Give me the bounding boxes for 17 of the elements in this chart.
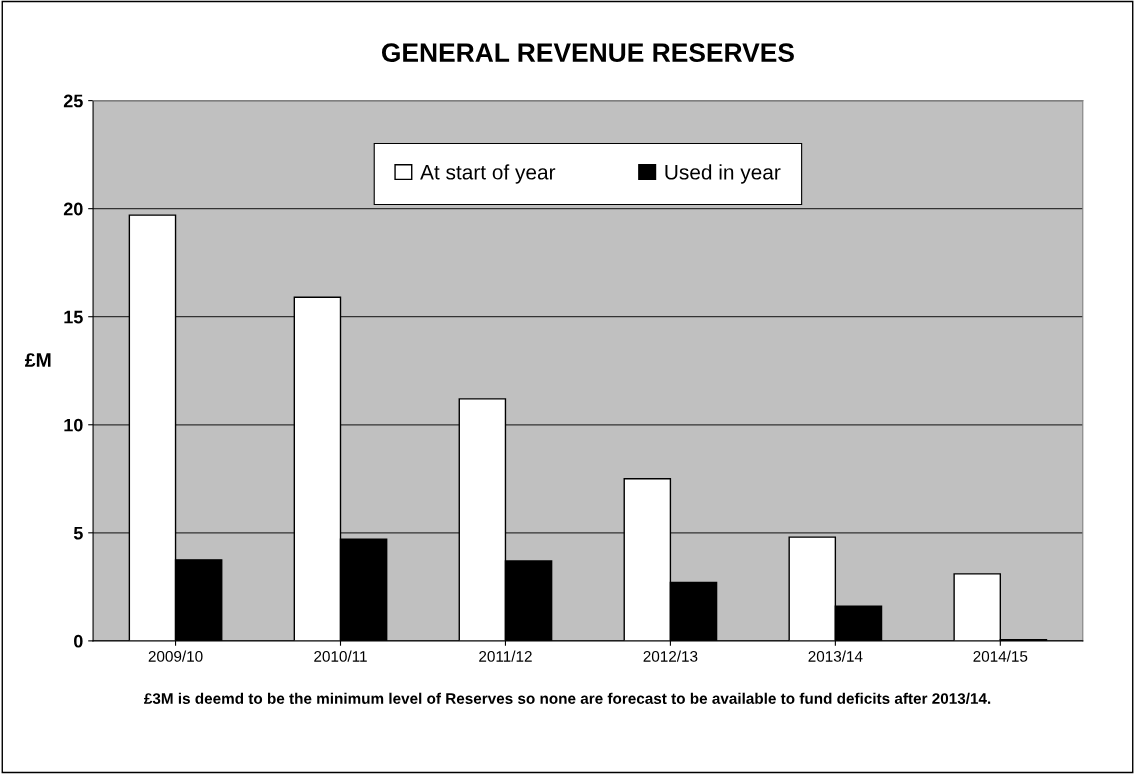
x-tick-label: 2012/13	[643, 650, 698, 662]
y-tick-label: 20	[63, 202, 83, 216]
x-tick-label: 2010/11	[314, 650, 367, 662]
y-tick-label: 10	[64, 418, 83, 432]
y-tick-label: 5	[73, 526, 83, 540]
y-tick-label: 0	[74, 634, 83, 648]
x-tick-label: 2014/15	[973, 650, 1028, 662]
text: £3M is deemd to be the minimum level of Reserves so none are forecast to be available to fund deficits after 2013/14.	[144, 692, 991, 705]
chart-title: GENERAL REVENUE RESERVES	[381, 43, 794, 62]
x-tick-label: 2011/12	[479, 650, 532, 662]
legend-label: At start of year	[420, 164, 556, 184]
x-tick-label: 2009/10	[148, 650, 203, 662]
y-tick-label: 15	[64, 310, 83, 324]
y-axis-title: £M	[24, 353, 51, 367]
legend-label: Used in year	[665, 164, 781, 184]
y-tick-label: 25	[63, 94, 83, 108]
x-tick-label: 2013/14	[808, 650, 863, 662]
